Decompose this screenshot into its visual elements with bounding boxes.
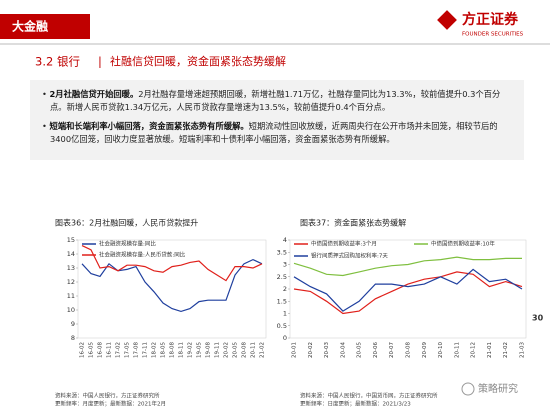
series-line [81,245,263,282]
y-tick-label: 3 [283,261,287,269]
source-note: 资料来源：中国人民银行，中国货币网，方正证券研究所 [300,392,438,400]
y-tick-label: 10 [67,306,75,314]
x-tick-label: 17-02 [116,342,122,358]
x-tick-label: 20-11 [251,342,257,358]
y-tick-label: 9 [71,320,75,328]
x-tick-label: 21-03 [520,342,526,358]
series-line [293,268,523,312]
x-tick-label: 17-08 [134,342,140,358]
x-tick-label: 20-04 [340,342,346,358]
x-tick-label: 20-05 [233,342,239,358]
y-tick-label: 13 [67,264,75,272]
y-tick-label: 0.5 [277,322,287,330]
update-note: 更新频率：月度更新；最新数据：2021年2月 [55,400,166,408]
watermark: 策略研究 [478,382,518,395]
x-tick-label: 16-08 [98,342,104,358]
x-tick-label: 20-11 [454,342,460,358]
section-tag [0,14,90,39]
x-tick-label: 21-02 [260,342,266,358]
title-text: 社融信贷回暖，资金面紧张态势缓解 [110,54,286,68]
y-tick-label: 0 [283,334,287,342]
x-tick-label: 20-12 [471,342,477,358]
x-tick-label: 20-03 [324,342,330,358]
x-tick-label: 17-11 [143,342,149,358]
y-tick-label: 14 [67,250,75,258]
y-tick-label: 12 [67,278,75,286]
logo-icon [437,10,457,30]
legend-label: 中债国债到期收益率:3个月 [311,240,377,248]
x-tick-label: 16-05 [89,342,95,358]
x-tick-label: 18-08 [170,342,176,358]
chart-title: 图表37：资金面紧张态势缓解 [300,218,406,228]
bullet-lead: 短端和长端利率小幅回落，资金面紧张态势有所缓解。 [49,121,249,131]
bullet-body: 短期流动性回收放缓，近两周央行在公开市场并未回笼，相较节后的3400亿回笼，回收… [50,121,498,144]
bullet-lead: 2月社融信贷开始回暖。 [49,89,139,99]
legend-label: 中债国债到期收益率:10年 [431,240,495,248]
body-text: • 2月社融信贷开始回暖。2月社融存量增速超预期回暖，新增社融1.71万亿，社融… [30,80,524,160]
x-tick-label: 20-08 [406,342,412,358]
x-tick-label: 18-02 [152,342,158,358]
series-line [293,271,523,315]
x-tick-label: 20-02 [224,342,230,358]
x-tick-label: 17-05 [125,342,131,358]
bullet: • 短端和长端利率小幅回落，资金面紧张态势有所缓解。短期流动性回收放缓，近两周央… [42,121,498,144]
y-tick-label: 1.5 [277,297,287,305]
x-tick-label: 18-05 [161,342,167,358]
x-tick-label: 21-01 [487,342,493,358]
x-tick-label: 21-02 [503,342,509,358]
x-tick-label: 19-05 [197,342,203,358]
legend-label: 社会融资规模存量:人民币贷款:同比 [99,251,186,259]
chart-title: 图表36：2月社融回暖，人民币贷款提升 [55,218,198,228]
section-label: 大金融 [12,19,48,34]
y-tick-label: 2 [283,285,287,293]
x-tick-label: 16-02 [80,342,86,358]
x-tick-label: 20-09 [422,342,428,358]
x-tick-label: 20-07 [389,342,395,358]
source-note: 资料来源：中国人民银行，方正证券研究所 [55,392,160,400]
x-tick-label: 19-08 [206,342,212,358]
bullet: • 2月社融信贷开始回暖。2月社融存量增速超预期回暖，新增社融1.71万亿，社融… [42,89,501,112]
page-number: 30 [532,314,544,323]
y-tick-label: 2.5 [277,273,287,281]
series-line [81,258,263,313]
x-tick-label: 20-08 [242,342,248,358]
logo-cn: 方正证券 [462,11,519,28]
title-number: 3.2 银行 [35,55,80,69]
watermark-icon [461,382,475,396]
logo-en: FOUNDER SECURITIES [462,32,524,38]
legend-label: 社会融资规模存量:同比 [99,240,156,248]
x-tick-label: 19-11 [215,342,221,358]
x-tick-label: 20-06 [373,342,379,358]
y-tick-label: 4 [283,236,287,244]
y-tick-label: 3.5 [277,248,287,256]
x-tick-label: 18-11 [179,342,185,358]
y-tick-label: 1 [283,310,287,318]
series-line [293,256,522,277]
y-tick-label: 15 [67,236,75,244]
title-separator: | [98,55,102,69]
update-note: 更新频率：日度更新；最新数据：2021/3/23 [300,400,411,408]
x-tick-label: 20-10 [438,342,444,358]
y-tick-label: 11 [67,292,75,300]
x-tick-label: 16-11 [107,342,113,358]
x-tick-label: 19-02 [188,342,194,358]
legend-label: 银行间质押式回购加权利率:7天 [311,252,388,260]
y-tick-label: 8 [71,334,75,342]
x-tick-label: 20-02 [308,342,314,358]
plot-frame [77,239,267,339]
bullet-body: 2月社融存量增速超预期回暖，新增社融1.71万亿，社融存量同比为13.3%，较前… [50,89,501,112]
x-tick-label: 20-01 [292,342,298,358]
x-tick-label: 20-05 [357,342,363,358]
